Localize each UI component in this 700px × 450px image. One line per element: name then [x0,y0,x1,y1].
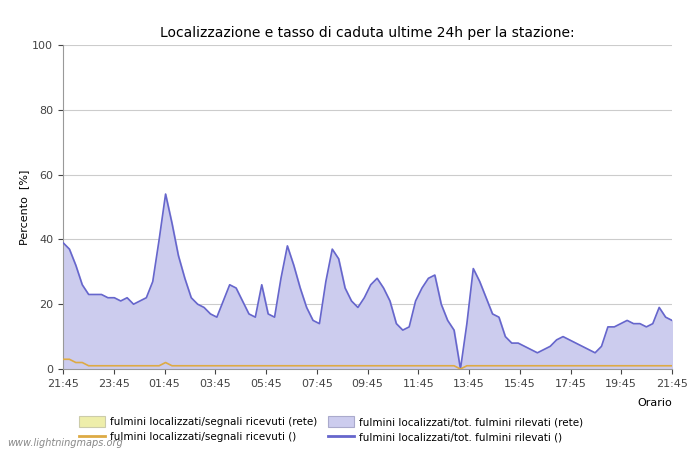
Y-axis label: Percento  [%]: Percento [%] [20,169,29,245]
Legend: fulmini localizzati/segnali ricevuti (rete), fulmini localizzati/segnali ricevut: fulmini localizzati/segnali ricevuti (re… [79,416,583,442]
Title: Localizzazione e tasso di caduta ultime 24h per la stazione:: Localizzazione e tasso di caduta ultime … [160,26,575,40]
Text: www.lightningmaps.org: www.lightningmaps.org [7,438,122,448]
Text: Orario: Orario [637,398,672,408]
